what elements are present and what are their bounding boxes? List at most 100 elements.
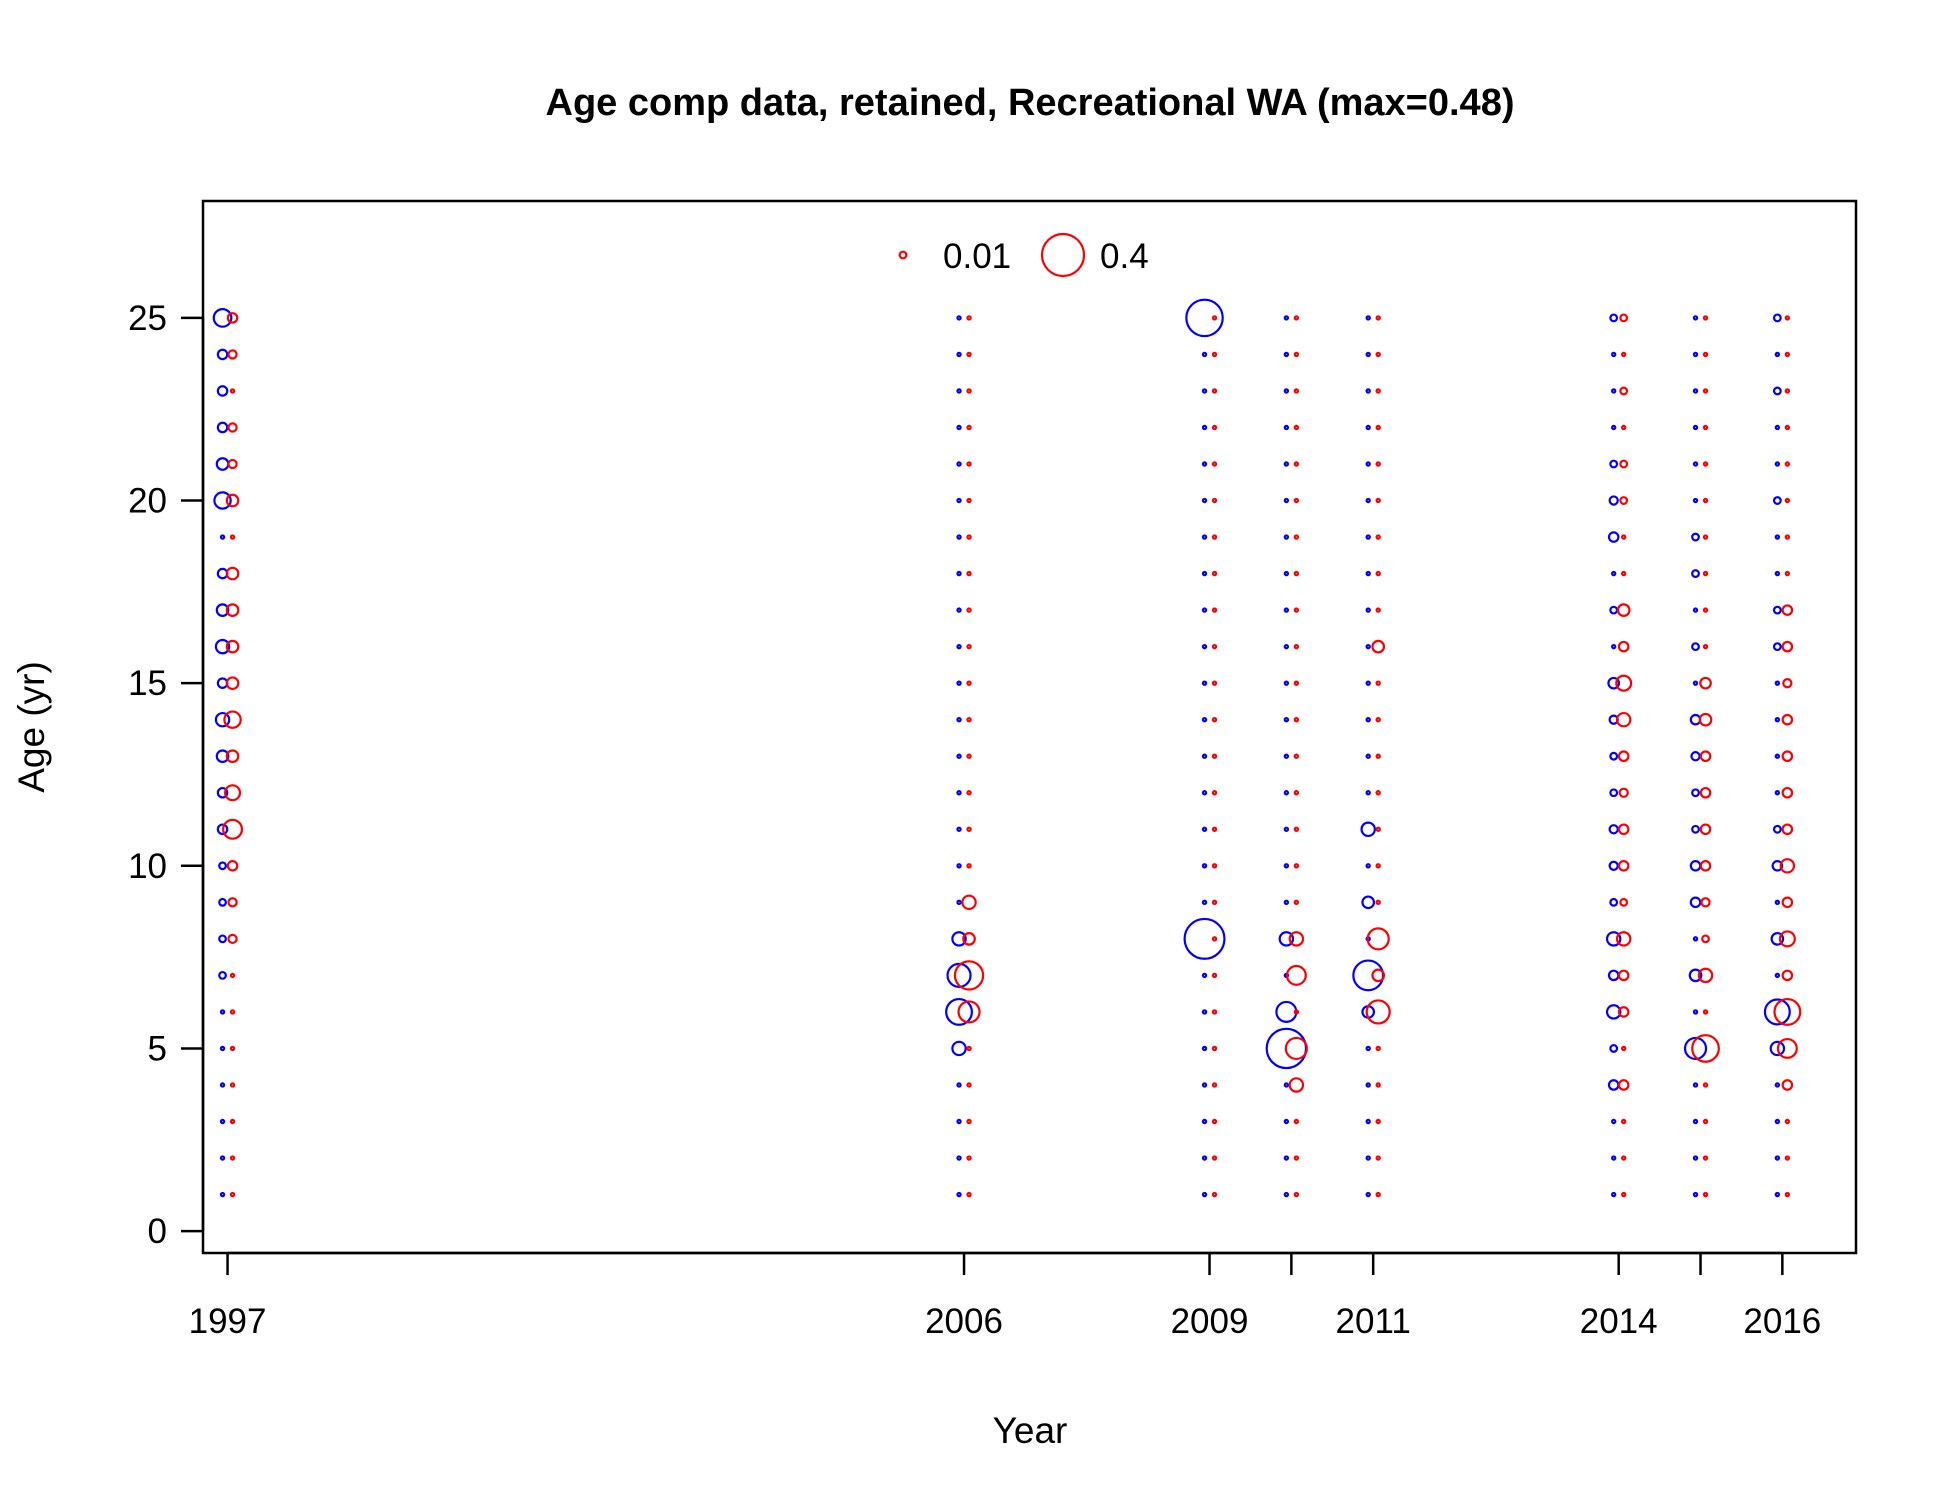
bubble-male <box>1610 570 1617 577</box>
bubble-male <box>1610 424 1617 431</box>
bubble-female <box>1293 753 1300 759</box>
bubble-male <box>1610 1118 1617 1125</box>
bubble-female <box>953 960 985 991</box>
bubble-female <box>1211 497 1218 504</box>
bubble-male <box>1774 972 1781 979</box>
bubble-male <box>1283 1155 1290 1161</box>
bubble-female <box>1293 790 1300 796</box>
bubble-female <box>1293 1155 1300 1161</box>
bubble-female <box>1700 897 1711 908</box>
bubble-female <box>1375 534 1381 540</box>
bubble-male <box>1360 821 1376 838</box>
bubble-female <box>1698 712 1713 727</box>
bubble-female <box>225 639 240 654</box>
bubble-male <box>1201 790 1208 796</box>
bubble-female <box>1293 1009 1300 1015</box>
bubble-female <box>1211 388 1218 394</box>
bubble-female <box>1781 604 1794 616</box>
bubble-female <box>1773 997 1802 1026</box>
bubble-male <box>1691 788 1700 798</box>
bubble-male <box>1283 607 1290 613</box>
bubble-male <box>213 491 232 510</box>
bubble-male <box>1275 1000 1298 1023</box>
bubble-male <box>1610 388 1617 394</box>
bubble-male <box>951 931 967 947</box>
bubble-male <box>218 897 227 907</box>
bubble-male <box>1365 497 1371 504</box>
bubble-male <box>1365 863 1371 869</box>
bubble-female <box>1615 674 1633 692</box>
bubble-female <box>229 1009 236 1015</box>
bubble-male <box>1365 424 1371 431</box>
y-tick-label: 20 <box>128 482 167 521</box>
bubble-male <box>1607 1079 1620 1091</box>
bubble-female <box>1293 388 1300 394</box>
bubble-female <box>229 1155 236 1161</box>
bubble-female <box>1781 823 1794 836</box>
bubble-male <box>1774 570 1781 577</box>
bubble-male <box>1365 790 1371 796</box>
bubble-female <box>227 458 238 470</box>
bubble-male <box>1201 351 1208 358</box>
bubble-female <box>966 1191 972 1198</box>
bubble-male <box>219 1118 226 1125</box>
bubble-male <box>1201 753 1208 759</box>
bubble-female <box>1211 1191 1218 1198</box>
bubble-female <box>1375 1045 1381 1052</box>
bubble-female <box>1782 678 1793 689</box>
bubble-female <box>1781 713 1794 726</box>
bubble-male <box>1769 1040 1786 1057</box>
bubble-male <box>1201 570 1208 577</box>
bubble-female <box>1293 351 1300 358</box>
bubble-male <box>1201 899 1208 906</box>
bubble-female <box>1702 570 1709 577</box>
bubble-male <box>1283 1191 1290 1198</box>
bubble-male <box>1608 824 1619 835</box>
bubble-female <box>1618 787 1629 798</box>
bubble-female <box>1784 461 1791 467</box>
bubble-male <box>1365 351 1371 358</box>
bubble-male <box>956 790 962 796</box>
bubble-male <box>219 1082 226 1088</box>
x-axis: 1997 2006 2009 2011 2014 2016 <box>189 1251 1821 1341</box>
bubble-male <box>1201 643 1208 650</box>
bubble-male <box>956 534 962 540</box>
bubble-female <box>227 897 238 908</box>
bubble-male <box>1283 497 1290 504</box>
bubble-female <box>227 349 238 360</box>
bubble-female <box>225 603 240 617</box>
legend-label-large: 0.4 <box>1100 237 1149 276</box>
bubble-female <box>1365 999 1391 1025</box>
bubble-female <box>966 497 972 504</box>
bubble-male <box>1201 972 1208 979</box>
y-tick-label: 25 <box>128 299 167 338</box>
bubble-female <box>1293 826 1300 832</box>
bubble-male <box>219 1045 226 1052</box>
bubble-male <box>1283 1118 1290 1125</box>
bubble-male <box>956 826 962 832</box>
bubble-male <box>956 315 962 321</box>
bubble-male <box>1365 753 1371 759</box>
x-tick-label: 2016 <box>1743 1302 1821 1341</box>
bubble-female <box>966 753 972 759</box>
bubble-female <box>966 607 972 613</box>
bubble-female <box>1293 1191 1300 1198</box>
bubble-female <box>225 493 240 508</box>
bubble-male <box>956 716 962 723</box>
bubble-male <box>1692 1118 1699 1125</box>
y-tick-label: 0 <box>148 1212 167 1251</box>
bubble-male <box>1283 863 1290 869</box>
bubble-male <box>956 424 962 431</box>
bubble-female <box>1620 351 1627 358</box>
bubble-male <box>956 899 962 906</box>
bubble-male <box>1772 496 1782 505</box>
bubble-female <box>1284 1036 1308 1061</box>
bubble-female <box>1293 863 1300 869</box>
bubble-male <box>1609 459 1619 469</box>
bubble-female <box>1615 711 1632 728</box>
bubble-male <box>956 570 962 577</box>
bubble-female <box>1375 315 1381 321</box>
bubble-female <box>1375 351 1381 358</box>
bubble-female <box>966 534 972 540</box>
